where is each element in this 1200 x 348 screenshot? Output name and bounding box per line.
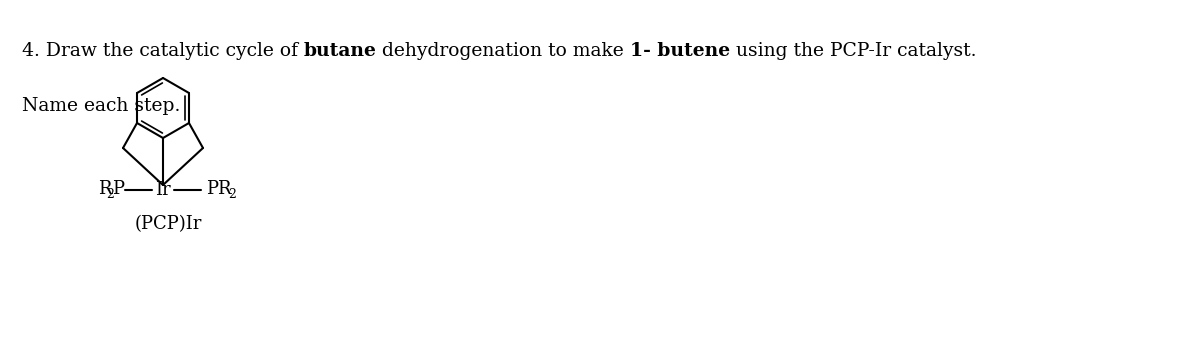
Text: Ir: Ir bbox=[155, 181, 170, 199]
Text: 1- butene: 1- butene bbox=[630, 42, 731, 60]
Text: 4. Draw the catalytic cycle of: 4. Draw the catalytic cycle of bbox=[22, 42, 304, 60]
Text: butane: butane bbox=[304, 42, 377, 60]
Text: 2: 2 bbox=[228, 188, 236, 200]
Text: dehydrogenation to make: dehydrogenation to make bbox=[377, 42, 630, 60]
Text: 2: 2 bbox=[106, 188, 114, 200]
Text: PR: PR bbox=[206, 180, 232, 198]
Text: (PCP)Ir: (PCP)Ir bbox=[134, 215, 202, 233]
Text: P: P bbox=[112, 180, 124, 198]
Text: using the PCP-Ir catalyst.: using the PCP-Ir catalyst. bbox=[731, 42, 977, 60]
Text: R: R bbox=[98, 180, 112, 198]
Text: Name each step.: Name each step. bbox=[22, 97, 180, 116]
